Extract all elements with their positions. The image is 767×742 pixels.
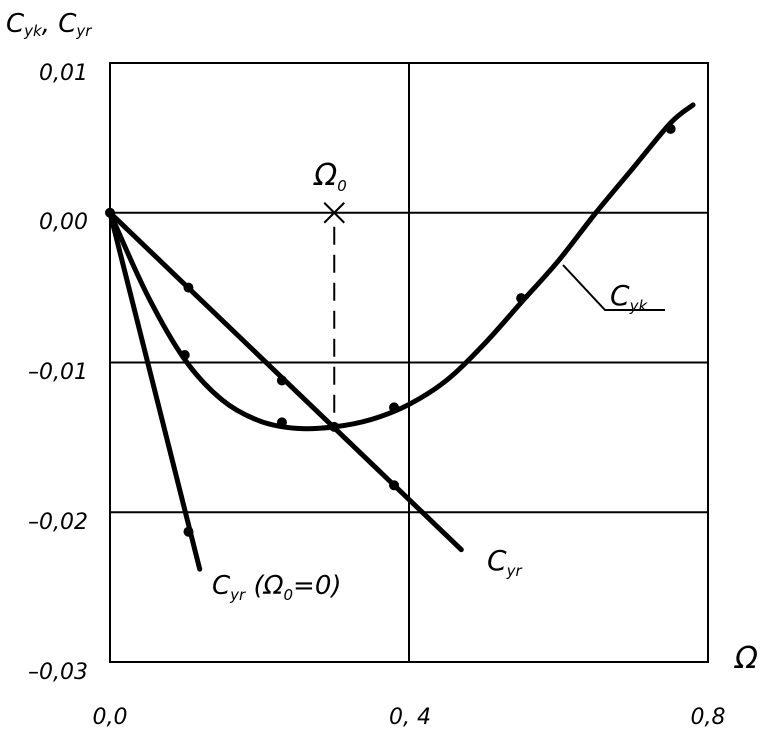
- cyk-leader-line: [562, 264, 665, 311]
- x-tick-labels: 0,0 0, 4 0,8: [93, 705, 726, 730]
- cyk-label: Cyk: [610, 279, 648, 315]
- data-point-marker: [183, 282, 194, 293]
- omega0-cross-marker: [323, 202, 345, 224]
- data-point-marker: [276, 375, 287, 386]
- series-label-cyk: Cyk: [562, 264, 665, 315]
- y-tick-label: –0,03: [28, 660, 88, 685]
- data-point-marker: [665, 123, 676, 134]
- cross-stroke: [323, 202, 345, 224]
- grid: [109, 62, 709, 663]
- data-point-marker: [183, 526, 194, 537]
- y-tick-label: –0,01: [28, 360, 88, 385]
- data-point-marker: [276, 417, 287, 428]
- x-tick-label: 0, 4: [389, 705, 431, 730]
- x-axis-label: Ω: [733, 641, 758, 676]
- origin-marker: [105, 207, 115, 218]
- y-tick-labels: 0,01 0,00 –0,01 –0,02 –0,03: [28, 61, 88, 685]
- markers-layer: [105, 123, 676, 537]
- series-line-cyk: [107, 102, 696, 432]
- omega0-label: Ω0: [312, 158, 346, 195]
- y-tick-label: –0,02: [28, 510, 88, 535]
- cyr-label: Cyr: [487, 544, 522, 580]
- y-tick-label: 0,00: [39, 210, 88, 235]
- omega0-annotation: Ω0: [312, 158, 347, 427]
- y-axis-label: Cyk, Cyr: [6, 9, 92, 40]
- x-tick-label: 0,0: [93, 705, 128, 730]
- data-point-marker: [389, 480, 400, 491]
- data-point-marker: [516, 293, 527, 304]
- series-layer: [107, 102, 696, 572]
- cyr-omega0-zero-label: Cyr (Ω0=0): [212, 571, 342, 604]
- y-tick-label: 0,01: [39, 61, 88, 86]
- series-line-cyr-omega0-zero: [107, 210, 203, 572]
- data-point-marker: [389, 402, 400, 413]
- data-point-marker: [179, 350, 190, 361]
- x-tick-label: 0,8: [691, 705, 726, 730]
